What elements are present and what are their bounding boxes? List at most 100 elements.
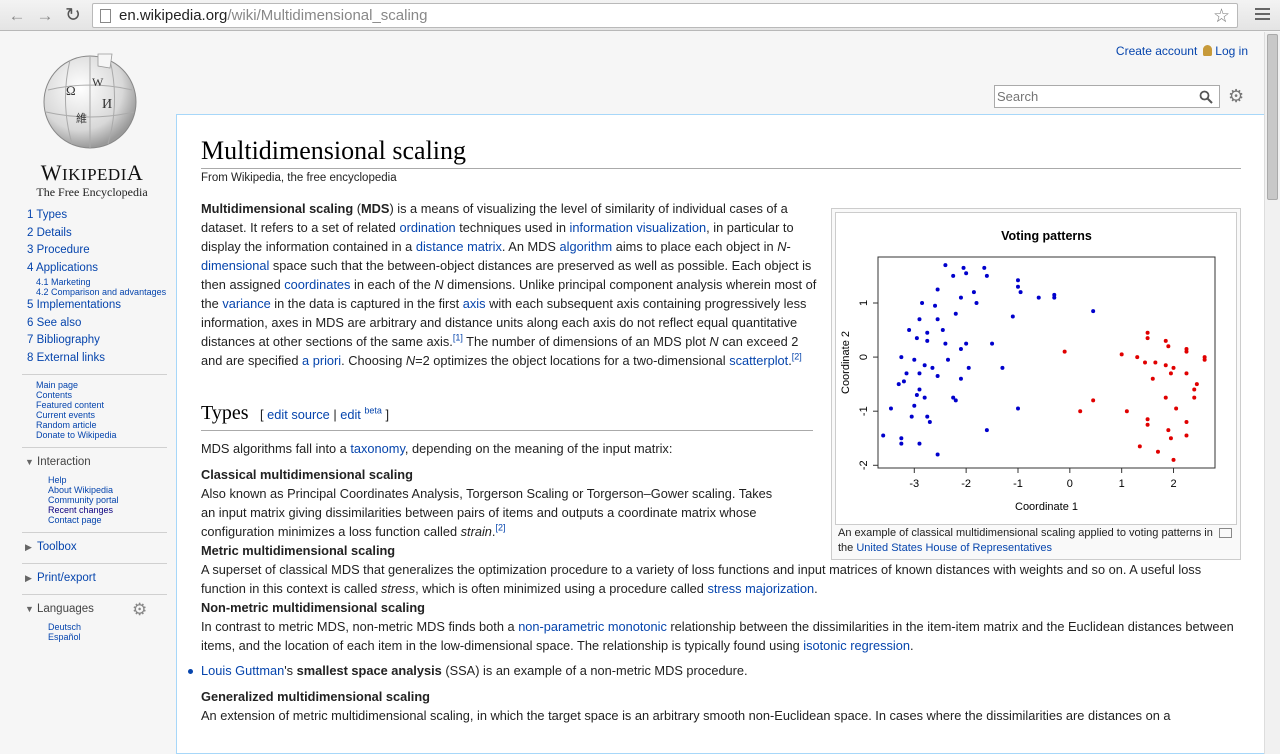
nav-link[interactable]: Current events [36,410,96,420]
scatter-chart: Voting patterns -3 -2 -1 0 1 2 -2 -1 0 1 Coordinate… [840,229,1216,513]
interaction-link[interactable]: About Wikipedia [48,485,114,495]
data-point [1166,428,1171,433]
wikipedia-logo[interactable]: Ω W И 維 WIKIPEDIA The Free Encyclopedia [22,44,162,199]
search-icon[interactable] [1199,90,1213,104]
scrollbar-thumb[interactable] [1267,34,1278,200]
link-distance-matrix[interactable]: distance matrix [415,239,502,254]
link-isotonic-regression[interactable]: isotonic regression [803,638,910,653]
link-scatterplot[interactable]: scatterplot [729,353,789,368]
nav-item: Featured content [36,400,176,410]
data-point [922,395,927,400]
interaction-link[interactable]: Community portal [48,495,119,505]
data-point [964,341,969,346]
search-input[interactable] [997,88,1193,105]
scrollbar[interactable] [1264,32,1280,754]
data-point [1174,406,1179,411]
gear-icon[interactable]: ⚙ [132,600,148,619]
toc-link[interactable]: 5 Implementations [27,299,121,311]
nav-link[interactable]: Contents [36,390,73,400]
data-point [1194,382,1199,387]
login-link[interactable]: Log in [1215,44,1248,58]
data-point [945,357,950,362]
y-tick-label: 1 [858,300,870,306]
browser-menu-icon[interactable] [1255,8,1270,23]
page-icon [100,9,111,23]
toc-link[interactable]: 3 Procedure [27,244,90,256]
link-axis[interactable]: axis [462,296,486,311]
toc-link[interactable]: 7 Bibliography [27,334,100,346]
back-arrow-icon[interactable]: ← [8,6,26,25]
data-point [1171,457,1176,462]
edit-link[interactable]: edit beta [340,406,382,422]
article-content: Multidimensional scaling From Wikipedia,… [176,114,1264,754]
nav-link[interactable]: Main page [36,380,79,390]
link-variance[interactable]: variance [222,296,271,311]
gear-icon[interactable]: ⚙ [1228,86,1245,106]
link-monotonic[interactable]: monotonic [607,619,667,634]
link-a-priori[interactable]: a priori [302,353,342,368]
bookmark-star-icon[interactable]: ☆ [1212,6,1230,27]
nav-link[interactable]: Featured content [36,400,105,410]
language-link[interactable]: Español [48,632,81,642]
chart-container[interactable]: Voting patterns -3 -2 -1 0 1 2 -2 -1 0 1 Coordinate… [835,212,1237,525]
toc-link[interactable]: 1 Types [27,209,68,221]
toc-link[interactable]: 4.2 Comparison and advantages [36,287,167,297]
toc-item: 7 Bibliography [27,332,176,350]
toc-link[interactable]: 6 See also [27,316,82,329]
data-point [909,414,914,419]
link-taxonomy[interactable]: taxonomy [350,441,405,456]
magnify-icon[interactable] [1219,528,1232,538]
printexport-label[interactable]: Print/export [37,572,96,584]
page-viewport: Ω W И 維 WIKIPEDIA The Free Encyclopedia … [0,32,1264,754]
data-point [1119,352,1124,357]
interaction-link[interactable]: Contact page [48,515,102,525]
nav-link[interactable]: Random article [36,420,97,430]
toc-link[interactable]: 4 Applications [27,261,98,274]
toolbox-label[interactable]: Toolbox [37,541,77,553]
data-point [912,403,917,408]
data-point [1018,290,1023,295]
nav-link[interactable]: Donate to Wikipedia [36,430,117,440]
url-domain: en.wikipedia.org [119,7,228,24]
create-account-link[interactable]: Create account [1115,44,1198,58]
link-coordinates[interactable]: coordinates [284,277,351,292]
caption-link[interactable]: United States House of Representatives [856,542,1053,554]
link-information-visualization[interactable]: information visualization [569,220,707,235]
search-box[interactable] [994,85,1220,108]
interaction-item: Recent changes [48,505,176,515]
citation-2[interactable]: [2] [791,351,802,362]
link-louis-guttman[interactable]: Louis Guttman [201,663,285,678]
languages-heading[interactable]: ▼ Languages ⚙ [25,600,176,619]
data-point [901,379,906,384]
language-link[interactable]: Deutsch [48,622,82,632]
link-stress-majorization[interactable]: stress majorization [707,581,815,596]
data-point [927,420,932,425]
y-tick-label: -2 [858,460,870,470]
forward-arrow-icon[interactable]: → [36,6,54,25]
citation-2b[interactable]: [2] [495,522,506,533]
x-tick-label: 0 [1067,478,1073,490]
toc-link[interactable]: 2 Details [27,226,72,239]
interaction-link[interactable]: Help [48,475,67,485]
toolbox-heading[interactable]: ▶ Toolbox [25,541,176,556]
citation-1[interactable]: [1] [452,332,463,343]
page-title: Multidimensional scaling [201,135,1241,169]
link-dimensional[interactable]: dimensional [201,258,270,273]
data-point [899,355,904,360]
data-point [953,398,958,403]
printexport-heading[interactable]: ▶ Print/export [25,572,176,587]
toc-link[interactable]: 8 External links [27,351,105,364]
toc-link[interactable]: 4.1 Marketing [36,277,91,287]
link-non-parametric[interactable]: non-parametric [518,619,605,634]
data-point [990,341,995,346]
link-algorithm[interactable]: algorithm [559,239,613,254]
interaction-heading[interactable]: ▼ Interaction [25,456,176,471]
interaction-link[interactable]: Recent changes [48,505,114,515]
edit-source-link[interactable]: edit source [267,407,330,422]
address-bar[interactable]: en.wikipedia.org/wiki/Multidimensional_s… [92,3,1238,28]
interaction-list: Help About Wikipedia Community portal Recen… [39,475,176,525]
link-ordination[interactable]: ordination [399,220,456,235]
reload-icon[interactable]: ↻ [65,5,81,26]
data-point [1155,449,1160,454]
logo-wordmark: WIKIPEDIA [40,160,144,185]
